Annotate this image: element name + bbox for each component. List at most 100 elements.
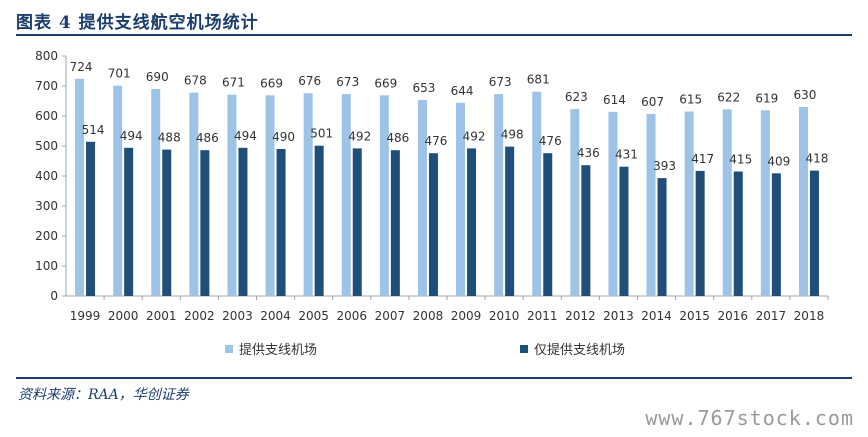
- data-label-series-1: 615: [679, 93, 702, 107]
- x-tick-label: 2016: [717, 309, 748, 323]
- data-label-series-2: 488: [158, 131, 181, 145]
- x-tick-label: 2013: [603, 309, 634, 323]
- data-label-series-2: 417: [691, 152, 714, 166]
- data-label-series-1: 676: [298, 74, 321, 88]
- bar-series-1: [113, 85, 123, 296]
- bar-series-2: [809, 170, 819, 296]
- data-label-series-1: 653: [412, 81, 435, 95]
- x-tick-label: 2001: [146, 309, 177, 323]
- data-label-series-1: 630: [793, 88, 816, 102]
- source-rule: [16, 377, 852, 379]
- bar-series-2: [467, 148, 477, 296]
- legend-label-series-1: 提供支线机场: [239, 343, 318, 358]
- data-label-series-1: 614: [603, 93, 626, 107]
- bar-series-1: [760, 110, 770, 296]
- figure-header: 图表 4 提供支线航空机场统计: [16, 6, 852, 36]
- bar-series-1: [646, 113, 656, 297]
- data-label-series-2: 476: [424, 134, 447, 148]
- data-label-series-2: 393: [653, 159, 676, 173]
- bar-series-1: [608, 111, 618, 296]
- data-label-series-2: 494: [234, 129, 257, 143]
- data-label-series-2: 490: [272, 130, 295, 144]
- bar-series-1: [532, 91, 542, 296]
- y-tick-label: 700: [35, 79, 58, 93]
- data-label-series-1: 673: [336, 75, 359, 89]
- bar-series-2: [162, 149, 172, 296]
- bar-series-2: [543, 153, 553, 296]
- bar-series-1: [151, 89, 161, 296]
- bar-series-2: [238, 147, 248, 296]
- bar-series-1: [456, 102, 466, 296]
- x-tick-label: 2007: [375, 309, 406, 323]
- legend-swatch-series-1: [225, 344, 233, 353]
- bar-series-2: [390, 150, 400, 296]
- bar-chart: 0 100 200 300 400 500 600 700 800 724 514 1999 701 49…: [35, 49, 829, 323]
- y-tick-label: 400: [35, 169, 58, 183]
- x-tick-label: 2008: [413, 309, 444, 323]
- bar-series-2: [314, 145, 324, 296]
- bar-series-2: [771, 173, 781, 296]
- y-tick-label: 200: [35, 229, 58, 243]
- data-label-series-2: 492: [348, 129, 371, 143]
- data-label-series-1: 622: [717, 90, 740, 104]
- bar-series-2: [428, 153, 438, 296]
- y-tick-label: 0: [50, 289, 58, 303]
- data-label-series-1: 681: [527, 73, 550, 87]
- data-label-series-1: 678: [184, 74, 207, 88]
- bar-series-2: [733, 171, 743, 296]
- x-tick-label: 2017: [756, 309, 787, 323]
- data-label-series-2: 486: [386, 131, 409, 145]
- bar-series-1: [189, 92, 199, 296]
- bar-series-2: [352, 148, 362, 296]
- bar-series-2: [200, 150, 210, 296]
- data-label-series-1: 669: [260, 76, 283, 90]
- x-tick-label: 2003: [222, 309, 253, 323]
- x-tick-label: 1999: [70, 309, 101, 323]
- data-label-series-1: 701: [108, 67, 131, 81]
- data-label-series-2: 498: [501, 128, 524, 142]
- data-label-series-2: 409: [767, 154, 790, 168]
- bar-series-2: [657, 178, 667, 296]
- data-label-series-1: 671: [222, 76, 245, 90]
- x-tick-label: 2002: [184, 309, 215, 323]
- bar-series-1: [684, 111, 694, 296]
- x-tick-label: 2011: [527, 309, 558, 323]
- data-label-series-2: 486: [196, 131, 219, 145]
- bar-series-1: [227, 94, 237, 296]
- data-label-series-1: 669: [374, 76, 397, 90]
- data-label-series-2: 476: [539, 134, 562, 148]
- legend-item-series-2: 仅提供支线机场: [520, 339, 625, 358]
- y-tick-label: 100: [35, 259, 58, 273]
- bar-series-2: [276, 149, 286, 296]
- x-tick-label: 2010: [489, 309, 520, 323]
- data-label-series-2: 431: [615, 148, 638, 162]
- bar-series-1: [303, 93, 313, 296]
- figure-title: 图表 4 提供支线航空机场统计: [16, 13, 259, 33]
- bar-series-1: [341, 94, 351, 296]
- data-label-series-1: 724: [70, 60, 93, 74]
- legend-label-series-2: 仅提供支线机场: [534, 343, 626, 358]
- data-label-series-1: 607: [641, 95, 664, 109]
- data-label-series-2: 501: [310, 127, 333, 141]
- source-note: 资料来源：RAA，华创证券: [18, 387, 189, 403]
- x-tick-label: 2006: [336, 309, 367, 323]
- x-tick-label: 2004: [260, 309, 291, 323]
- bar-series-2: [619, 166, 629, 296]
- data-label-series-1: 673: [489, 75, 512, 89]
- bar-series-2: [695, 170, 705, 296]
- x-tick-label: 2018: [794, 309, 825, 323]
- data-label-series-1: 690: [146, 70, 169, 84]
- x-tick-label: 2012: [565, 309, 596, 323]
- data-label-series-2: 418: [805, 152, 828, 166]
- data-label-series-2: 514: [82, 123, 105, 137]
- y-tick-label: 800: [35, 49, 58, 63]
- watermark: www.767stock.com: [645, 406, 854, 430]
- bar-series-2: [581, 165, 591, 296]
- data-label-series-1: 623: [565, 90, 588, 104]
- x-tick-label: 2015: [679, 309, 710, 323]
- bar-series-1: [75, 78, 85, 296]
- bar-series-2: [86, 141, 96, 296]
- legend-item-series-1: 提供支线机场: [225, 339, 317, 358]
- x-tick-label: 2014: [641, 309, 672, 323]
- bar-series-1: [379, 95, 389, 296]
